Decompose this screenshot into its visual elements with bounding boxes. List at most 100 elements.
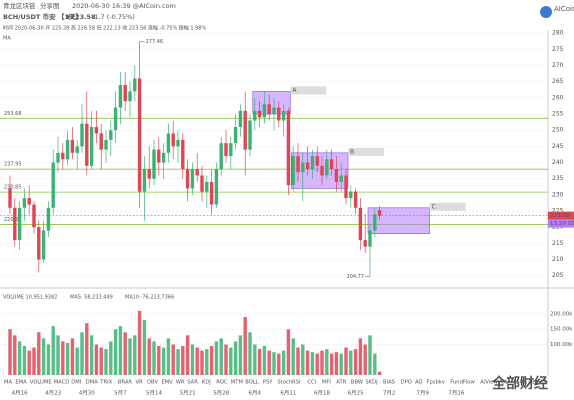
candle-body (46, 207, 51, 231)
last-price-tag-bg (548, 211, 574, 220)
volume-bar (181, 346, 185, 375)
indicator-tab[interactable]: DMA (86, 380, 98, 386)
indicator-tab[interactable]: BBW (351, 380, 363, 386)
y-tick-label: 250 (552, 127, 564, 134)
indicator-tab[interactable]: FundFlow (450, 380, 475, 386)
indicator-tab[interactable]: SAR (187, 380, 198, 386)
indicator-tab[interactable]: MTM (231, 380, 243, 386)
indicator-tab[interactable]: ATR (336, 380, 346, 386)
candle-body (305, 162, 310, 170)
indicator-tab[interactable]: ROC (216, 380, 228, 386)
x-tick-label: 7月16 (448, 390, 464, 397)
countdown: 13:20:05 (550, 221, 574, 227)
volume-title: VOLUME 10,951.9382 (3, 295, 57, 301)
x-tick-label: 4月23 (45, 390, 61, 397)
indicator-tab[interactable]: TRIX (99, 380, 112, 386)
volume-bar (123, 332, 127, 375)
candle-body (233, 126, 238, 144)
indicator-tab[interactable]: SKDJ (365, 380, 378, 386)
volume-bar (17, 341, 22, 375)
volume-bar (277, 353, 281, 375)
annotation-tag-bg (429, 202, 466, 211)
indicator-tab[interactable]: MA (4, 380, 12, 386)
volume-tick-label: 100.00k (550, 342, 573, 348)
candle-body (56, 152, 60, 163)
x-tick-label: 5月14 (146, 390, 162, 397)
candle-body (123, 84, 127, 102)
ma-legend: MA (3, 36, 11, 42)
indicator-tab[interactable]: AiViewVOL (480, 380, 508, 386)
volume-bar (301, 344, 305, 375)
candle-body (344, 175, 348, 199)
volume-bar (329, 353, 334, 375)
countdown-bg (548, 219, 574, 228)
indicator-tab[interactable]: AO (415, 380, 423, 386)
indicator-tab[interactable]: StochRSI (277, 380, 301, 386)
volume-bar (272, 352, 276, 375)
indicator-tab[interactable]: VOLUME (30, 380, 52, 386)
last-price-tag: 223.58 (550, 213, 570, 219)
candle-body (281, 110, 286, 121)
candle-body (286, 110, 291, 186)
candle-body (17, 207, 22, 241)
indicator-tab[interactable]: DPO (401, 380, 412, 386)
volume-ma5: MA5: 58,223.449 (70, 295, 113, 301)
indicator-tab[interactable]: CCI (307, 380, 316, 386)
indicator-tab[interactable]: EMV (161, 380, 173, 386)
indicator-tab[interactable]: Fpsbkv (427, 380, 445, 386)
volume-bar (56, 335, 60, 375)
candle-body (325, 159, 329, 176)
x-tick-label: 6月11 (280, 390, 296, 397)
candle-body (8, 188, 12, 208)
indicator-tab[interactable]: VR (136, 380, 144, 386)
indicator-tab[interactable]: MACD (54, 380, 70, 386)
volume-bar (51, 326, 55, 375)
indicator-tab[interactable]: BASIS (531, 380, 546, 386)
candle-body (320, 165, 324, 176)
candle-body (368, 230, 372, 247)
volume-bar (325, 349, 329, 375)
candle-body (262, 104, 267, 118)
candle-body (267, 104, 271, 115)
volume-bar (99, 347, 103, 375)
price: ¥223.58 (66, 13, 96, 21)
annotation-tag-bg (290, 86, 327, 95)
volume-bar (137, 310, 142, 375)
indicator-tab[interactable]: BOLL (245, 380, 258, 386)
volume-bar (166, 338, 171, 375)
candle-body (291, 156, 295, 186)
indicator-tab[interactable]: MFI (322, 380, 331, 386)
candle-body (349, 191, 353, 199)
candle-body (157, 149, 161, 163)
volume-bar (118, 326, 123, 375)
x-tick-label: 6月4 (249, 390, 262, 397)
volume-bar (176, 349, 180, 375)
indicator-tab[interactable]: EMA (15, 380, 27, 386)
candle-body (363, 240, 367, 247)
candle-body (89, 126, 94, 166)
x-tick-label: 5月28 (213, 390, 229, 397)
annotation-box (367, 207, 430, 234)
indicator-tab[interactable]: LSUR (513, 380, 527, 386)
indicator-tab[interactable]: WR (176, 380, 185, 386)
indicator-tab[interactable]: BRAR (118, 380, 133, 386)
volume-bar (37, 332, 41, 375)
candle-body (171, 133, 175, 147)
candle-body (195, 169, 199, 176)
volume-bar (152, 341, 156, 375)
candle-body (185, 169, 190, 189)
candle-body (22, 198, 27, 208)
candle-body (353, 191, 358, 208)
volume-bar (358, 338, 363, 375)
volume-bar (233, 341, 238, 375)
candle-body (37, 227, 41, 260)
volume-bar (205, 349, 209, 375)
indicator-tab[interactable]: OBV (147, 380, 158, 386)
volume-bar (209, 346, 214, 375)
indicator-tab[interactable]: BIAS (383, 380, 395, 386)
indicator-tab[interactable]: PSY (263, 380, 273, 386)
volume-bar (161, 347, 166, 375)
indicator-tab[interactable]: KDJ (202, 380, 211, 386)
annotation-tag: C (432, 203, 436, 210)
indicator-tab[interactable]: DMI (71, 380, 81, 386)
